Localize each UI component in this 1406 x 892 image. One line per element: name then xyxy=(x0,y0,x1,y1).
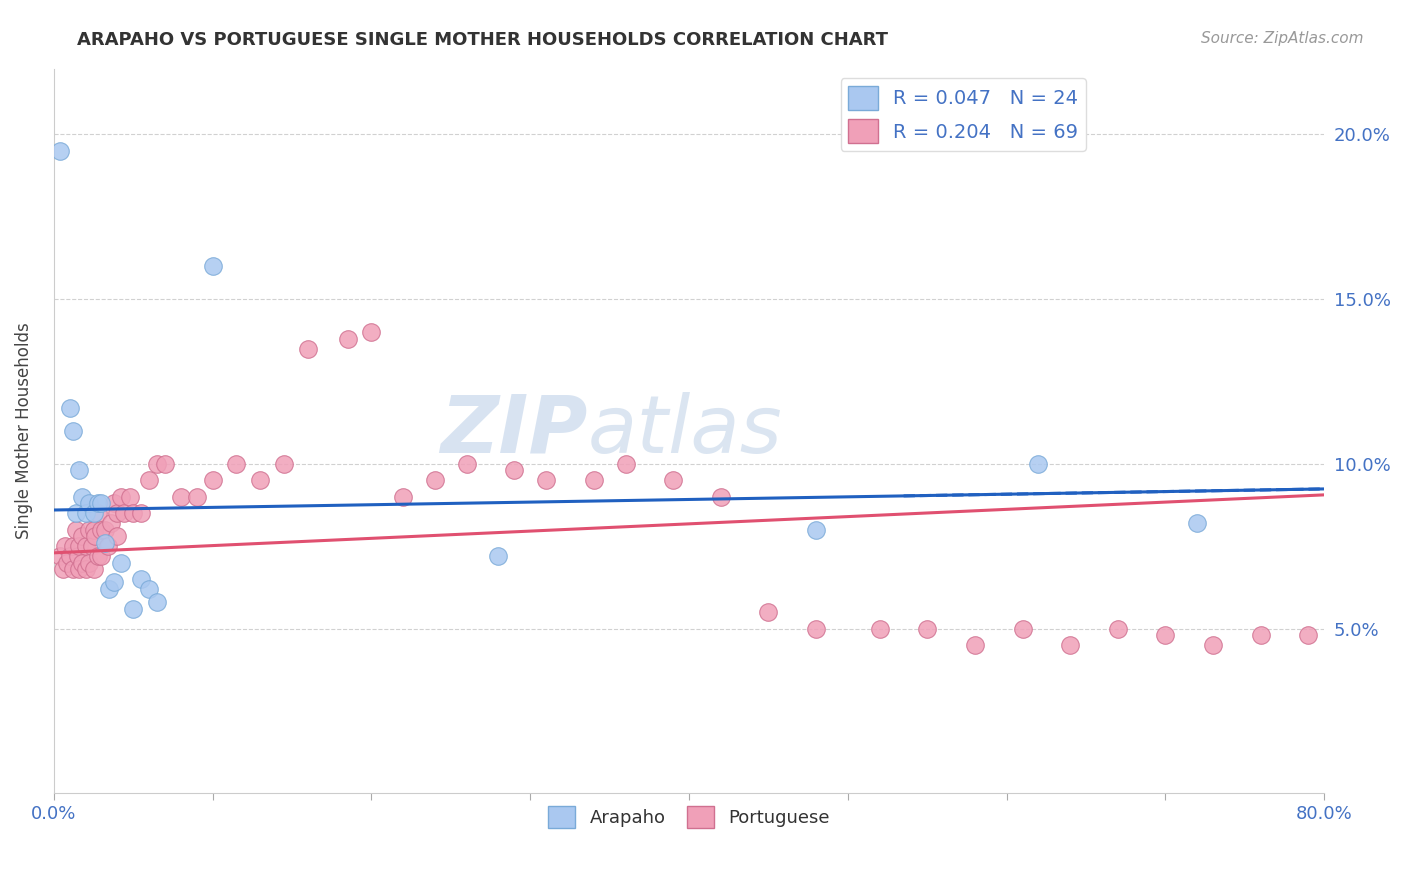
Point xyxy=(488,549,510,563)
Point xyxy=(201,474,224,488)
Point xyxy=(917,622,939,636)
Point xyxy=(1298,628,1320,642)
Point xyxy=(100,516,122,531)
Point xyxy=(49,144,72,158)
Point xyxy=(62,539,84,553)
Point xyxy=(103,496,125,510)
Point xyxy=(72,529,94,543)
Text: Source: ZipAtlas.com: Source: ZipAtlas.com xyxy=(1201,31,1364,46)
Point xyxy=(273,457,295,471)
Point xyxy=(77,556,100,570)
Point xyxy=(97,539,120,553)
Point xyxy=(75,562,97,576)
Point xyxy=(49,549,72,563)
Point xyxy=(963,638,986,652)
Point xyxy=(62,424,84,438)
Point xyxy=(75,539,97,553)
Point xyxy=(153,457,176,471)
Point xyxy=(90,549,112,563)
Point xyxy=(83,506,105,520)
Point xyxy=(186,490,208,504)
Point xyxy=(392,490,415,504)
Point xyxy=(1028,457,1050,471)
Point xyxy=(1154,628,1177,642)
Point xyxy=(129,506,152,520)
Point xyxy=(804,622,827,636)
Point xyxy=(1059,638,1081,652)
Point xyxy=(122,602,145,616)
Point xyxy=(249,474,271,488)
Point xyxy=(138,474,160,488)
Point xyxy=(1187,516,1209,531)
Text: ZIP: ZIP xyxy=(440,392,588,470)
Point xyxy=(146,595,169,609)
Point xyxy=(423,474,446,488)
Point xyxy=(710,490,733,504)
Point xyxy=(90,523,112,537)
Point xyxy=(67,562,90,576)
Point xyxy=(1250,628,1272,642)
Point xyxy=(129,572,152,586)
Point xyxy=(65,523,87,537)
Point xyxy=(360,325,382,339)
Point xyxy=(105,529,128,543)
Point xyxy=(201,259,224,273)
Point xyxy=(1202,638,1225,652)
Point xyxy=(72,490,94,504)
Point xyxy=(456,457,478,471)
Point xyxy=(122,506,145,520)
Point xyxy=(225,457,247,471)
Point xyxy=(869,622,891,636)
Text: ARAPAHO VS PORTUGUESE SINGLE MOTHER HOUSEHOLDS CORRELATION CHART: ARAPAHO VS PORTUGUESE SINGLE MOTHER HOUS… xyxy=(77,31,889,49)
Point xyxy=(75,506,97,520)
Point xyxy=(170,490,193,504)
Point xyxy=(67,463,90,477)
Point xyxy=(98,582,121,596)
Y-axis label: Single Mother Households: Single Mother Households xyxy=(15,323,32,540)
Point xyxy=(77,496,100,510)
Point xyxy=(503,463,526,477)
Point xyxy=(87,549,110,563)
Point xyxy=(758,605,780,619)
Point xyxy=(93,523,115,537)
Point xyxy=(146,457,169,471)
Point xyxy=(52,562,75,576)
Point xyxy=(662,474,685,488)
Point xyxy=(87,506,110,520)
Point xyxy=(614,457,637,471)
Point xyxy=(90,496,112,510)
Point xyxy=(138,582,160,596)
Point xyxy=(66,549,89,563)
Point xyxy=(110,490,132,504)
Point xyxy=(59,549,82,563)
Point xyxy=(65,506,87,520)
Point xyxy=(72,556,94,570)
Point xyxy=(120,490,142,504)
Point xyxy=(110,556,132,570)
Point xyxy=(87,496,110,510)
Point xyxy=(55,556,77,570)
Point xyxy=(77,523,100,537)
Point xyxy=(59,401,82,415)
Point xyxy=(112,506,135,520)
Legend: Arapaho, Portuguese: Arapaho, Portuguese xyxy=(541,798,838,835)
Text: atlas: atlas xyxy=(588,392,782,470)
Point xyxy=(53,539,76,553)
Point xyxy=(804,523,827,537)
Point xyxy=(83,523,105,537)
Point xyxy=(534,474,557,488)
Point xyxy=(84,529,107,543)
Point xyxy=(67,539,90,553)
Point xyxy=(336,332,359,346)
Point xyxy=(105,506,128,520)
Point xyxy=(582,474,605,488)
Point xyxy=(93,536,115,550)
Point xyxy=(80,539,103,553)
Point xyxy=(1011,622,1033,636)
Point xyxy=(1107,622,1129,636)
Point xyxy=(297,342,319,356)
Point xyxy=(83,562,105,576)
Point xyxy=(62,562,84,576)
Point xyxy=(103,575,125,590)
